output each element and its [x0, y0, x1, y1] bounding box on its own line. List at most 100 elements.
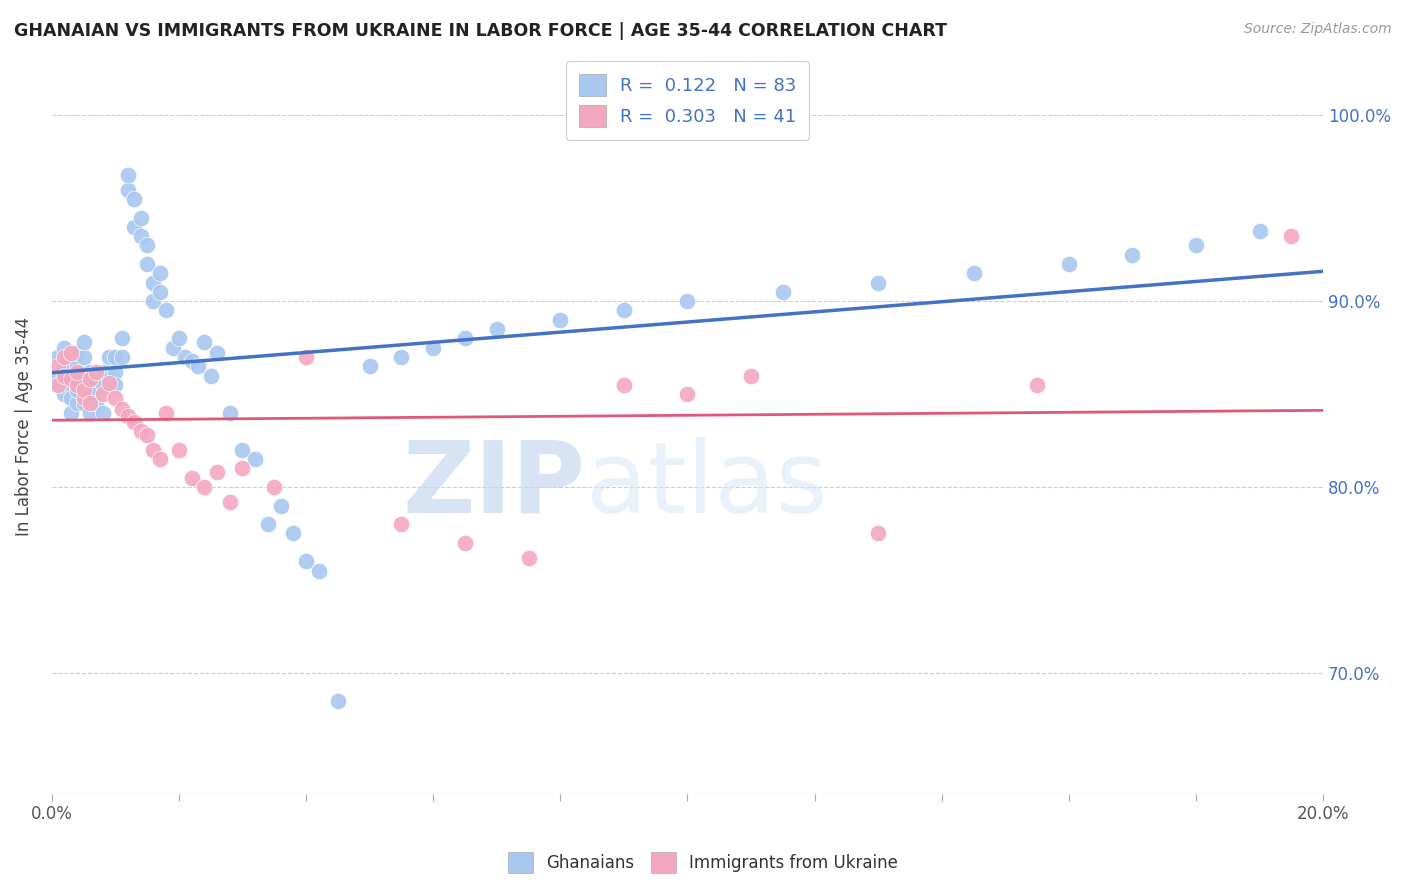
Point	[231, 442, 253, 457]
Point	[72, 350, 94, 364]
Point	[142, 442, 165, 457]
Point	[66, 359, 89, 374]
Point	[111, 402, 134, 417]
Point	[91, 387, 114, 401]
Point	[200, 368, 222, 383]
Point	[517, 550, 540, 565]
Point	[66, 384, 89, 398]
Point	[104, 391, 127, 405]
Point	[218, 406, 240, 420]
Point	[676, 294, 699, 309]
Point	[676, 387, 699, 401]
Point	[359, 359, 381, 374]
Point	[962, 266, 984, 280]
Point	[72, 391, 94, 405]
Point	[66, 372, 89, 386]
Y-axis label: In Labor Force | Age 35-44: In Labor Force | Age 35-44	[15, 317, 32, 536]
Point	[1057, 257, 1080, 271]
Point	[142, 276, 165, 290]
Point	[193, 480, 215, 494]
Text: Source: ZipAtlas.com: Source: ZipAtlas.com	[1244, 22, 1392, 37]
Point	[53, 368, 76, 383]
Text: GHANAIAN VS IMMIGRANTS FROM UKRAINE IN LABOR FORCE | AGE 35-44 CORRELATION CHART: GHANAIAN VS IMMIGRANTS FROM UKRAINE IN L…	[14, 22, 948, 40]
Point	[97, 372, 120, 386]
Point	[167, 442, 190, 457]
Point	[53, 359, 76, 374]
Point	[180, 353, 202, 368]
Point	[59, 377, 82, 392]
Point	[740, 368, 762, 383]
Point	[326, 694, 349, 708]
Point	[167, 331, 190, 345]
Point	[53, 387, 76, 401]
Point	[117, 409, 139, 424]
Point	[550, 312, 572, 326]
Point	[454, 536, 477, 550]
Point	[117, 183, 139, 197]
Point	[422, 341, 444, 355]
Point	[79, 391, 101, 405]
Point	[129, 425, 152, 439]
Point	[59, 346, 82, 360]
Point	[91, 377, 114, 392]
Point	[84, 372, 107, 386]
Point	[124, 192, 146, 206]
Point	[129, 229, 152, 244]
Point	[1026, 377, 1049, 392]
Point	[1279, 229, 1302, 244]
Point	[84, 384, 107, 398]
Point	[613, 377, 636, 392]
Point	[136, 428, 159, 442]
Point	[111, 350, 134, 364]
Point	[1121, 248, 1143, 262]
Point	[205, 465, 228, 479]
Point	[46, 350, 69, 364]
Point	[295, 554, 318, 568]
Point	[59, 365, 82, 379]
Point	[79, 396, 101, 410]
Point	[91, 365, 114, 379]
Point	[53, 350, 76, 364]
Point	[79, 377, 101, 392]
Point	[270, 499, 292, 513]
Legend: Ghanaians, Immigrants from Ukraine: Ghanaians, Immigrants from Ukraine	[501, 846, 905, 880]
Point	[205, 346, 228, 360]
Text: atlas: atlas	[586, 437, 827, 534]
Point	[868, 526, 890, 541]
Point	[104, 365, 127, 379]
Point	[66, 365, 89, 379]
Point	[91, 406, 114, 420]
Point	[1185, 238, 1208, 252]
Point	[295, 350, 318, 364]
Point	[187, 359, 209, 374]
Point	[174, 350, 197, 364]
Point	[97, 376, 120, 390]
Point	[193, 334, 215, 349]
Point	[129, 211, 152, 225]
Point	[155, 303, 177, 318]
Point	[72, 384, 94, 398]
Point	[59, 391, 82, 405]
Point	[868, 276, 890, 290]
Point	[79, 406, 101, 420]
Point	[308, 564, 330, 578]
Point	[257, 517, 280, 532]
Point	[389, 350, 412, 364]
Point	[59, 406, 82, 420]
Point	[84, 396, 107, 410]
Point	[46, 368, 69, 383]
Point	[136, 257, 159, 271]
Point	[1249, 223, 1271, 237]
Point	[117, 168, 139, 182]
Point	[66, 377, 89, 392]
Point	[218, 495, 240, 509]
Point	[79, 372, 101, 386]
Point	[454, 331, 477, 345]
Point	[111, 331, 134, 345]
Point	[72, 334, 94, 349]
Point	[66, 396, 89, 410]
Point	[46, 377, 69, 392]
Point	[53, 372, 76, 386]
Point	[79, 365, 101, 379]
Point	[46, 377, 69, 392]
